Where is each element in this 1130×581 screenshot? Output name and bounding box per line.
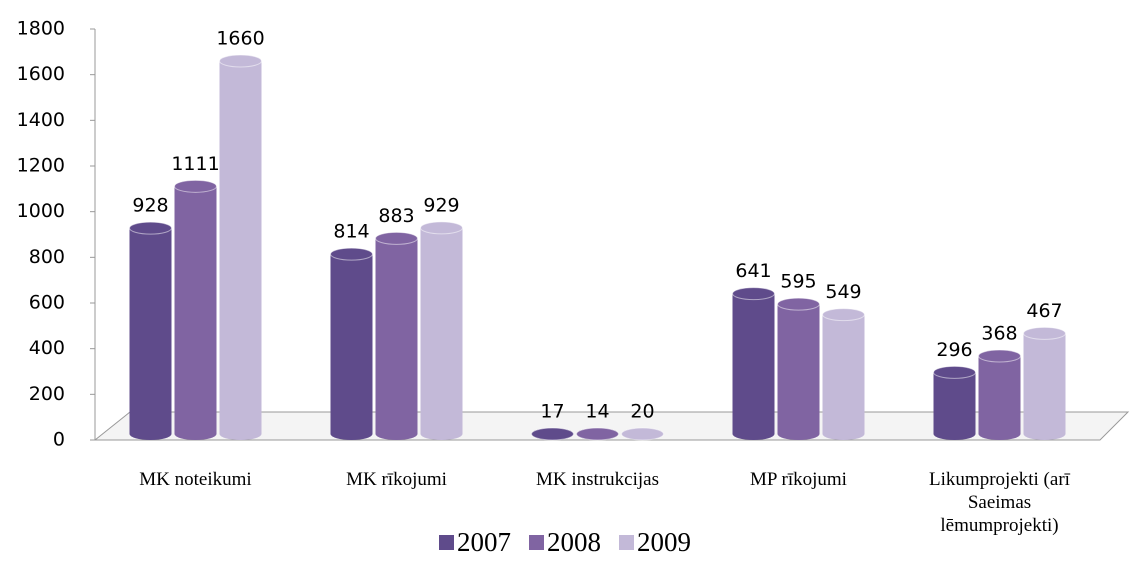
- legend: 2007 2008 2009: [0, 527, 1130, 558]
- y-tick-label: 200: [29, 383, 65, 405]
- y-tick-label: 800: [29, 246, 65, 268]
- bar: [174, 179, 217, 440]
- bar-part: [732, 287, 775, 301]
- y-tick-label: 1600: [17, 63, 65, 85]
- bar-part: [576, 427, 619, 441]
- data-label: 549: [825, 281, 861, 303]
- bar-part: [219, 60, 262, 434]
- bar: [531, 427, 574, 441]
- y-tick-label: 400: [29, 337, 65, 359]
- bar: [978, 349, 1021, 440]
- data-label: 641: [735, 260, 771, 282]
- bar-part: [129, 221, 172, 235]
- data-label: 883: [378, 205, 414, 227]
- y-tick-label: 1400: [17, 109, 65, 131]
- bar: [219, 54, 262, 440]
- bar-part: [1023, 326, 1066, 340]
- legend-swatch: [619, 535, 634, 550]
- bar-part: [330, 247, 373, 261]
- bar-part: [777, 304, 820, 434]
- bar-part: [330, 254, 373, 434]
- y-tick-label: 0: [53, 429, 65, 451]
- bar: [822, 308, 865, 440]
- bar: [1023, 326, 1066, 440]
- legend-label: 2009: [637, 527, 691, 557]
- data-label: 20: [630, 401, 654, 423]
- data-label: 928: [132, 195, 168, 217]
- bar-part: [174, 179, 217, 193]
- x-tick-label: MK rīkojumi: [346, 469, 447, 490]
- bar-part: [375, 238, 418, 434]
- data-label: 467: [1026, 300, 1062, 322]
- bar-part: [621, 427, 664, 441]
- data-label: 814: [333, 221, 369, 243]
- data-label: 595: [780, 271, 816, 293]
- bar-part: [420, 221, 463, 235]
- legend-swatch: [439, 535, 454, 550]
- legend-label: 2008: [547, 527, 601, 557]
- bar-part: [375, 231, 418, 245]
- bar-part: [732, 293, 775, 434]
- bar-part: [978, 355, 1021, 434]
- data-label: 17: [540, 401, 564, 423]
- x-tick-label: MK instrukcijas: [536, 469, 659, 490]
- bar: [732, 287, 775, 440]
- legend-swatch: [529, 535, 544, 550]
- legend-item: 2008: [529, 527, 601, 558]
- bar-part: [531, 427, 574, 441]
- y-tick-label: 1800: [17, 18, 65, 40]
- x-tick-label: MK noteikumi: [139, 469, 252, 490]
- data-label: 14: [585, 401, 609, 423]
- bar-part: [822, 314, 865, 434]
- bar-part: [1023, 333, 1066, 434]
- bar: [933, 365, 976, 440]
- bar: [375, 231, 418, 440]
- data-label: 368: [981, 322, 1017, 344]
- bar: [576, 427, 619, 441]
- bar-part: [219, 54, 262, 68]
- bar: [129, 221, 172, 440]
- bar-part: [129, 228, 172, 434]
- bar-part: [420, 227, 463, 434]
- bar-part: [933, 372, 976, 434]
- bar-part: [174, 186, 217, 434]
- legend-label: 2007: [457, 527, 511, 557]
- bar-part: [978, 349, 1021, 363]
- data-label: 929: [423, 194, 459, 216]
- bar: [777, 297, 820, 440]
- x-tick-label: Likumprojekti (arī Saeimas lēmumprojekti…: [929, 469, 1070, 536]
- y-tick-label: 600: [29, 292, 65, 314]
- y-tick-label: 1200: [17, 155, 65, 177]
- legend-item: 2007: [439, 527, 511, 558]
- bar: [621, 427, 664, 441]
- data-label: 1111: [171, 153, 219, 175]
- data-label: 296: [936, 339, 972, 361]
- legend-item: 2009: [619, 527, 691, 558]
- data-label: 1660: [216, 27, 264, 49]
- bar-part: [777, 297, 820, 311]
- y-tick-label: 1000: [17, 200, 65, 222]
- bar-part: [933, 365, 976, 379]
- x-tick-label: MP rīkojumi: [750, 469, 847, 490]
- bar-part: [822, 308, 865, 322]
- bar: [420, 221, 463, 440]
- bar: [330, 247, 373, 440]
